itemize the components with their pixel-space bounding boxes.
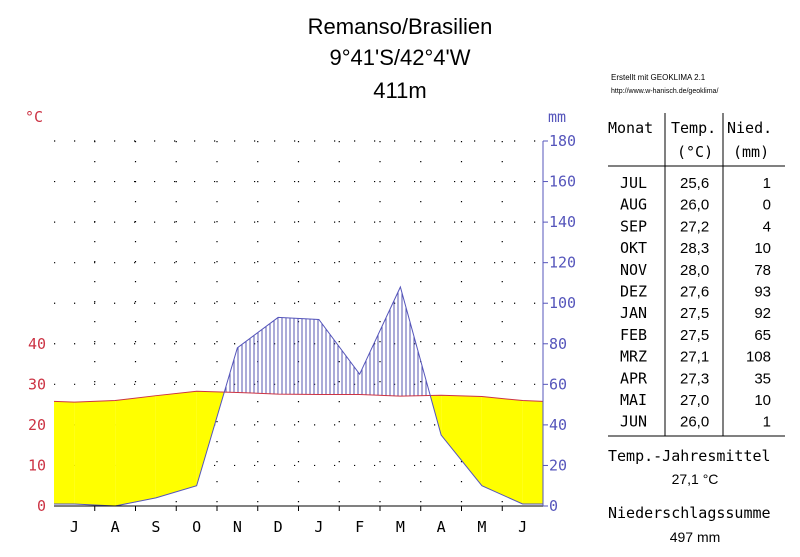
arid-area (441, 395, 482, 486)
table-precip-cell: 1 (763, 175, 771, 192)
table-precip-cell: 93 (754, 284, 771, 301)
temp-mean-value: 27,1 °C (672, 471, 719, 487)
table-header-precip: Nied. (727, 119, 772, 137)
precipitation-tick-label: 0 (549, 497, 558, 515)
table-temp-cell: 27,2 (680, 218, 709, 235)
month-label: S (151, 518, 160, 536)
table-temp-cell: 27,3 (680, 370, 709, 387)
precipitation-tick-label: 60 (549, 375, 567, 393)
table-temp-cell: 28,3 (680, 240, 709, 257)
chart-elevation: 411m (373, 78, 426, 103)
arid-area (74, 400, 116, 506)
table-temp-cell: 28,0 (680, 262, 709, 279)
month-label: O (192, 518, 201, 536)
precipitation-tick-label: 140 (549, 213, 576, 231)
credit-line-1: Erstellt mit GEOKLIMA 2.1 (611, 73, 706, 82)
series-lines (53, 285, 544, 507)
month-label: A (111, 518, 120, 536)
table-header-month: Monat (608, 119, 653, 137)
table-precip-cell: 108 (746, 349, 771, 366)
precip-total-label: Niederschlagssumme (608, 504, 771, 522)
precipitation-tick-label: 180 (549, 132, 576, 150)
table-temp-cell: 25,6 (680, 175, 709, 192)
arid-area (54, 401, 75, 504)
table-precip-cell: 1 (763, 414, 771, 431)
arid-area (155, 391, 197, 498)
table-month-cell: NOV (620, 261, 647, 279)
temperature-tick-label: 40 (28, 335, 46, 353)
month-label: D (274, 518, 283, 536)
precipitation-axis-label: mm (548, 108, 566, 126)
month-label: M (477, 518, 486, 536)
table-header-temp-unit: (°C) (677, 143, 713, 161)
temperature-line (53, 390, 544, 403)
chart-coordinates: 9°41'S/42°4'W (330, 45, 471, 70)
table-month-cell: JUN (620, 413, 647, 431)
month-label: M (396, 518, 405, 536)
table-precip-cell: 92 (754, 305, 771, 322)
precipitation-tick-label: 20 (549, 456, 567, 474)
axes: 0 20 40 60 80 100 120 140 160 180 0 10 20 30 40 J A S O N D J… (28, 132, 576, 536)
month-label: N (233, 518, 242, 536)
credit-line-2: http://www.w-hanisch.de/geoklima/ (611, 88, 718, 95)
table-precip-cell: 4 (763, 218, 771, 235)
table-temp-cell: 27,1 (680, 349, 709, 366)
table-month-cell: OKT (620, 239, 647, 257)
table-header-precip-unit: (mm) (733, 143, 769, 161)
table-temp-cell: 26,0 (680, 414, 709, 431)
chart-title: Remanso/Brasilien (308, 14, 493, 39)
climate-table: Monat Temp. (°C) Nied. (mm) JUL 25,6 1 AUG 2… (608, 113, 785, 437)
table-month-cell: JAN (620, 304, 647, 322)
table-month-cell: SEP (620, 217, 647, 235)
table-precip-cell: 0 (763, 197, 771, 214)
arid-area (522, 400, 543, 504)
temp-mean-label: Temp.-Jahresmittel (608, 447, 771, 465)
precipitation-tick-label: 40 (549, 416, 567, 434)
temperature-tick-label: 20 (28, 416, 46, 434)
month-label: A (437, 518, 446, 536)
table-precip-cell: 78 (754, 262, 771, 279)
table-month-cell: JUL (620, 174, 647, 192)
table-month-cell: FEB (620, 326, 647, 344)
table-temp-cell: 26,0 (680, 197, 709, 214)
table-temp-cell: 27,5 (680, 305, 709, 322)
precipitation-tick-label: 80 (549, 335, 567, 353)
arid-area (481, 396, 523, 504)
table-precip-cell: 10 (754, 240, 771, 257)
month-label: J (314, 518, 323, 536)
humid-area (318, 319, 360, 395)
table-temp-cell: 27,6 (680, 284, 709, 301)
table-precip-cell: 65 (754, 327, 771, 344)
table-precip-cell: 35 (754, 370, 771, 387)
precip-total-value: 497 mm (670, 529, 721, 545)
humid-area (359, 287, 401, 397)
table-month-cell: MAI (620, 391, 647, 409)
table-header-temp: Temp. (671, 119, 716, 137)
grid (54, 140, 543, 506)
precipitation-line (54, 285, 543, 507)
humid-area (278, 317, 319, 395)
table-rows: JUL 25,6 1 AUG 26,0 0 SEP 27,2 4 OKT 28,3 10 NOV 28,0… (620, 174, 771, 431)
table-month-cell: APR (620, 369, 648, 387)
precipitation-tick-label: 160 (549, 173, 576, 191)
temperature-axis-label: °C (25, 108, 43, 126)
temperature-tick-label: 10 (28, 456, 46, 474)
table-temp-cell: 27,0 (680, 392, 709, 409)
table-month-cell: MRZ (620, 348, 647, 366)
arid-area (115, 395, 156, 506)
precipitation-tick-label: 100 (549, 294, 576, 312)
table-month-cell: DEZ (620, 283, 647, 301)
table-month-cell: AUG (620, 196, 647, 214)
precipitation-tick-label: 120 (549, 254, 576, 272)
humid-area (237, 317, 279, 395)
month-label: J (70, 518, 79, 536)
month-label: F (355, 518, 364, 536)
table-temp-cell: 27,5 (680, 327, 709, 344)
table-precip-cell: 10 (754, 392, 771, 409)
temperature-tick-label: 30 (28, 375, 46, 393)
temperature-tick-label: 0 (37, 497, 46, 515)
month-label: J (518, 518, 527, 536)
